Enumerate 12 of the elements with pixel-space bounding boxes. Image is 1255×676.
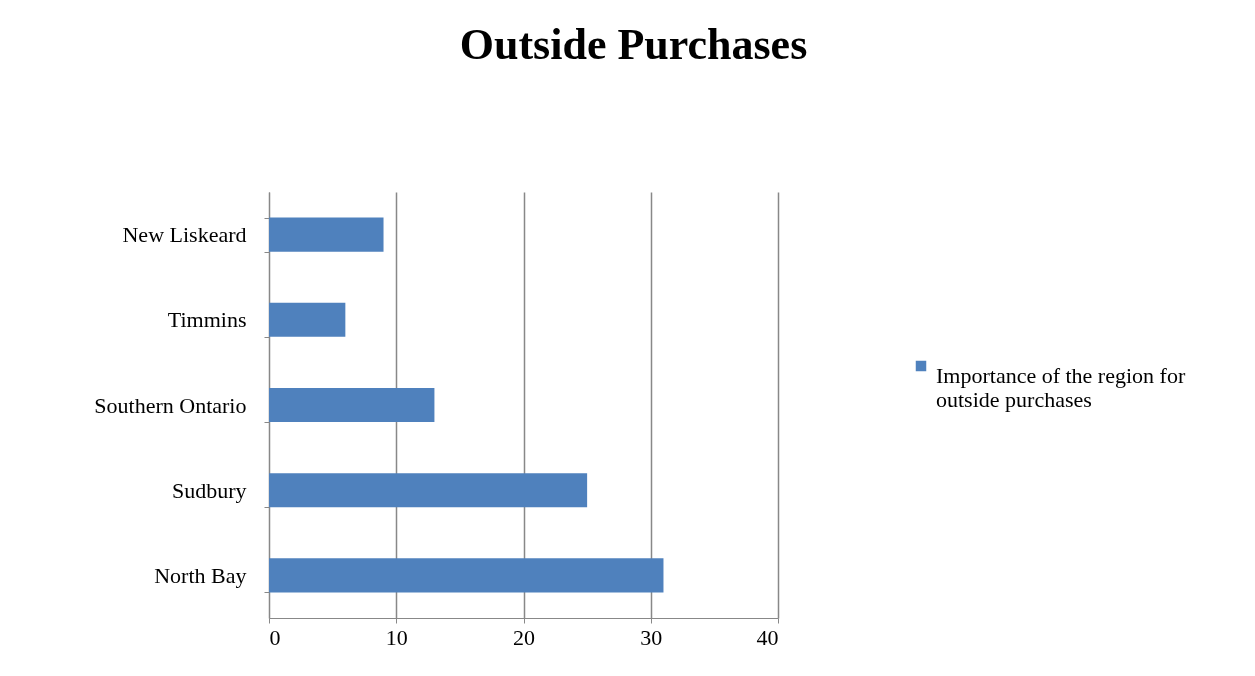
y-tick-label: North Bay xyxy=(154,562,247,588)
x-tick-label: 30 xyxy=(640,624,663,650)
y-tick-label: New Liskeard xyxy=(122,222,247,248)
x-tick-label: 0 xyxy=(269,624,281,650)
y-tick-label: Sudbury xyxy=(171,477,247,503)
y-tick-label: Timmins xyxy=(167,307,247,333)
x-tick-label: 40 xyxy=(756,624,779,650)
x-tick-label: 20 xyxy=(513,624,535,650)
legend-label: Importance of the region for outside purchases xyxy=(936,363,1186,412)
y-tick-label: Southern Ontario xyxy=(94,392,247,418)
x-tick-label: 10 xyxy=(385,624,408,650)
chart-title: Outside Purchases xyxy=(459,20,808,69)
